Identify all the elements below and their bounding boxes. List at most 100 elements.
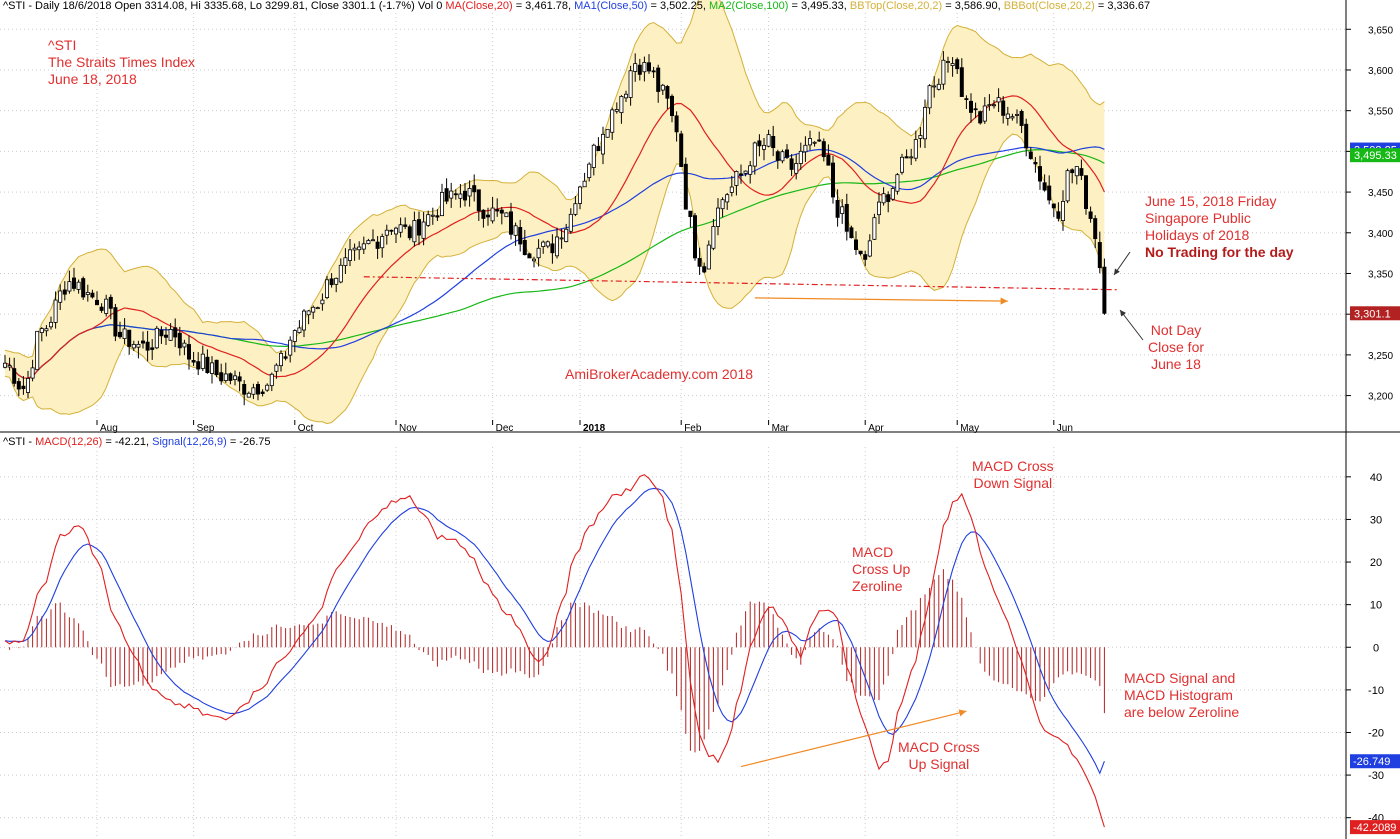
- bollinger-fill: [5, 0, 1105, 424]
- candle-body: [831, 162, 836, 198]
- candle-body: [670, 95, 675, 116]
- candle-body: [817, 139, 822, 142]
- candle-body: [25, 378, 30, 393]
- candle-body: [1093, 218, 1098, 240]
- candle-body: [127, 329, 132, 347]
- candle-body: [955, 59, 960, 70]
- title-line-3: June 18, 2018: [48, 71, 137, 87]
- candle-body: [683, 163, 688, 210]
- macd-header-segment: = -42.21,: [102, 436, 153, 448]
- candle-body: [53, 299, 58, 323]
- candle-body: [361, 243, 366, 250]
- x-tick-label: May: [960, 423, 979, 434]
- candle-body: [1010, 116, 1015, 119]
- holiday-pointer-arrow: [1113, 251, 1131, 276]
- candle-body: [840, 206, 845, 214]
- x-tick-label: 2018: [583, 423, 606, 434]
- chart-overlays: [363, 251, 1144, 768]
- candle-body: [1102, 266, 1107, 314]
- candle-body: [49, 321, 54, 328]
- candle-body: [835, 199, 840, 218]
- candle-body: [973, 108, 978, 111]
- y-tick-label: 3,450: [1368, 188, 1393, 199]
- candle-body: [601, 133, 606, 155]
- candle-body: [582, 180, 587, 188]
- x-tick-label: Feb: [684, 423, 702, 434]
- candle-body: [941, 59, 946, 85]
- candle-body: [1005, 113, 1010, 119]
- below-zero-annotation: MACD Signal and MACD Histogram are below…: [1124, 670, 1239, 721]
- candle-body: [812, 141, 817, 144]
- candle-body: [292, 330, 297, 342]
- price-lines: [4, 95, 1105, 379]
- candle-body: [890, 188, 895, 200]
- candle-body: [242, 384, 247, 395]
- macd-tick-label: 30: [1370, 514, 1382, 526]
- candle-body: [481, 209, 486, 219]
- candle-body: [1084, 175, 1089, 209]
- candle-body: [182, 342, 187, 348]
- candle-body: [1019, 110, 1024, 126]
- y-tick-label: 3,550: [1368, 107, 1393, 118]
- candle-body: [389, 229, 394, 232]
- candle-body: [752, 142, 757, 167]
- candle-body: [7, 365, 12, 368]
- candle-body: [541, 241, 546, 247]
- candle-body: [458, 193, 463, 199]
- candle-body: [39, 328, 44, 334]
- candle-body: [352, 247, 357, 251]
- candle-body: [462, 190, 467, 201]
- candle-body: [950, 63, 955, 66]
- candle-body: [113, 307, 118, 337]
- x-tick-label: Oct: [298, 423, 314, 434]
- candle-body: [794, 163, 799, 174]
- candle-body: [320, 299, 325, 305]
- candle-body: [12, 368, 17, 384]
- watermark: AmiBrokerAcademy.com 2018: [565, 366, 754, 382]
- candle-body: [237, 376, 242, 382]
- cross-up-line-1: MACD Cross: [898, 739, 980, 755]
- candle-body: [67, 281, 72, 292]
- bb-top-line: [4, 0, 1105, 358]
- candle-body: [58, 290, 63, 303]
- candle-body: [1028, 151, 1033, 159]
- cross-zero-line-1: MACD: [852, 544, 894, 560]
- candle-body: [384, 229, 389, 236]
- not-day-line-3: June 18: [1151, 356, 1201, 372]
- candle-body: [430, 214, 435, 217]
- macd-header-segment: ^STI -: [3, 436, 36, 448]
- cross-up-annotation: MACD Cross Up Signal: [898, 739, 980, 773]
- candle-body: [338, 264, 343, 283]
- candle-body: [200, 353, 205, 369]
- candle-body: [1079, 168, 1084, 176]
- candle-body: [803, 144, 808, 153]
- candle-body: [1024, 123, 1029, 149]
- candle-body: [969, 100, 974, 113]
- candle-body: [30, 367, 35, 379]
- candle-body: [136, 344, 141, 348]
- candle-body: [559, 237, 564, 240]
- candle-body: [412, 220, 417, 243]
- candle-body: [656, 67, 661, 92]
- candle-body: [748, 165, 753, 175]
- candle-body: [16, 381, 21, 390]
- price-header-segment: MA2(Close,100): [708, 0, 789, 12]
- candle-body: [996, 97, 1001, 103]
- candle-body: [435, 215, 440, 218]
- candle-body: [849, 227, 854, 239]
- candle-body: [1015, 113, 1020, 116]
- price-header-segment: ^STI - Daily 18/6/2018 Open 3314.08, Hi …: [3, 0, 446, 12]
- macd-header-segment: Signal(12,26,9): [152, 436, 227, 448]
- candle-body: [1042, 182, 1047, 191]
- price-header-segment: = 3,336.67: [1094, 0, 1151, 12]
- candle-body: [467, 188, 472, 197]
- candle-body: [421, 221, 426, 239]
- candle-body: [821, 141, 826, 158]
- candle-body: [647, 62, 652, 72]
- macd-tick-label: 40: [1370, 472, 1382, 484]
- candle-body: [177, 332, 182, 349]
- candle-body: [426, 214, 431, 226]
- candle-body: [720, 199, 725, 210]
- candle-body: [605, 128, 610, 138]
